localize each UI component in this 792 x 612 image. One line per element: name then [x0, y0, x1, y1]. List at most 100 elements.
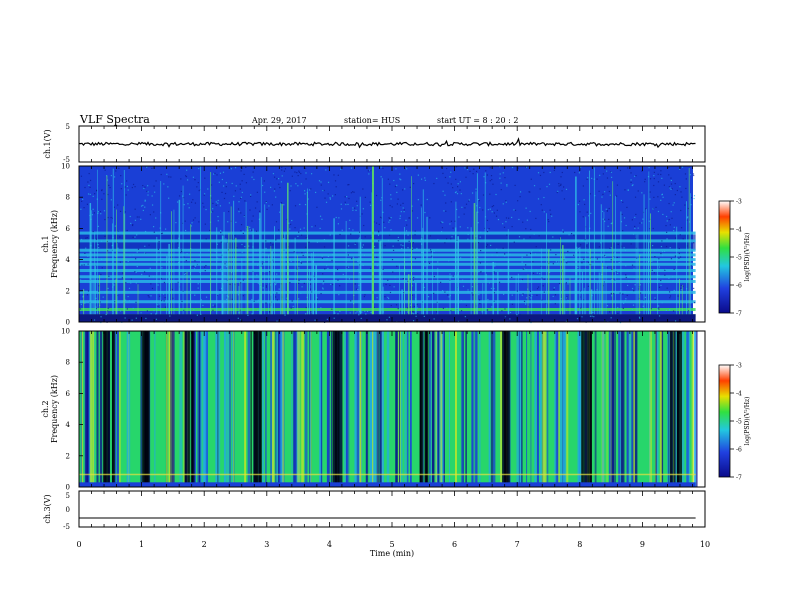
spec1-vertical-streak	[124, 213, 126, 315]
spec1-speckle	[183, 309, 185, 311]
spec1-speckle	[241, 191, 243, 194]
spec1-speckle	[621, 213, 623, 216]
spec1-speckle	[478, 293, 480, 296]
spec1-speckle	[682, 285, 684, 287]
spec1-speckle	[107, 307, 109, 310]
spec1-speckle	[164, 306, 167, 308]
spec1-speckle	[440, 281, 442, 283]
spec1-speckle	[391, 259, 394, 261]
spec1-speckle	[662, 213, 664, 216]
spec1-vertical-streak	[166, 256, 168, 315]
spec1-speckle	[108, 184, 110, 186]
spec1-speckle	[492, 205, 495, 207]
spec2-vertical-stripe	[478, 331, 481, 487]
spec1-speckle	[153, 211, 155, 213]
spec1-speckle	[666, 220, 668, 222]
spec1-speckle	[155, 217, 157, 219]
spec1-vertical-streak	[312, 259, 314, 315]
spec1-speckle	[207, 188, 209, 190]
spec1-speckle	[107, 216, 109, 219]
spec1-speckle	[456, 239, 458, 241]
spec1-speckle	[216, 294, 218, 297]
spec1-speckle	[131, 186, 133, 189]
spec1-speckle	[186, 169, 188, 171]
spec1-vertical-streak	[686, 201, 687, 315]
spec1-speckle	[235, 221, 237, 223]
spec1-speckle	[298, 231, 300, 233]
spec1-speckle	[689, 174, 692, 176]
spec1-speckle	[235, 185, 237, 187]
spec1-speckle	[114, 225, 116, 227]
spec1-speckle	[242, 230, 244, 232]
spec1-speckle	[554, 294, 557, 296]
spec1-speckle	[309, 189, 311, 191]
spec1-speckle	[451, 236, 453, 238]
spec2-vertical-stripe	[126, 331, 129, 487]
spec1-speckle	[446, 307, 448, 309]
spec1-speckle	[262, 287, 264, 289]
spec2-vertical-stripe	[662, 331, 664, 487]
spec1-speckle	[502, 247, 504, 249]
spec1-speckle	[444, 242, 446, 244]
spec1-vertical-streak	[455, 201, 457, 315]
spec1-vertical-streak	[307, 188, 309, 315]
spec2-vertical-stripe	[437, 331, 440, 487]
spec1-speckle	[668, 277, 670, 279]
spec1-speckle	[126, 264, 128, 266]
spec1-speckle	[620, 199, 622, 202]
spec1-vertical-streak	[311, 252, 313, 315]
spec1-speckle	[525, 166, 528, 168]
spec1-speckle	[529, 210, 531, 213]
spec1-speckle	[147, 295, 149, 297]
spec1-vertical-streak	[484, 172, 486, 315]
spec1-speckle	[416, 276, 418, 278]
spec1-speckle	[205, 208, 207, 211]
spec1-speckle	[472, 168, 475, 170]
spec1-speckle	[204, 266, 206, 268]
spec1-speckle	[529, 295, 531, 297]
spec1-speckle	[536, 288, 539, 290]
spec1-speckle	[264, 191, 266, 193]
spec1-speckle	[522, 293, 524, 295]
spec1-speckle	[483, 176, 485, 178]
spec1-speckle	[368, 173, 370, 175]
spec1-speckle	[382, 167, 384, 170]
spec1-vertical-streak	[274, 226, 275, 315]
spec1-speckle	[693, 174, 695, 177]
spec1-speckle	[225, 186, 227, 188]
spec1-speckle	[686, 219, 688, 221]
spec1-speckle	[240, 282, 242, 284]
spec1-vertical-streak	[283, 232, 286, 315]
ch1-colorbar-label: log(PSD)(V²/Hz)	[744, 233, 751, 282]
spec1-speckle	[385, 283, 387, 286]
spec1-vertical-streak	[485, 273, 487, 315]
spec1-speckle	[586, 178, 588, 180]
spec1-vertical-streak	[470, 227, 472, 315]
spec1-speckle	[486, 263, 488, 265]
spec1-speckle	[333, 317, 335, 319]
ch2-spec-ytick-label: 6	[66, 390, 71, 398]
spec1-speckle	[485, 182, 487, 184]
spec1-speckle	[504, 177, 506, 179]
spec1-speckle	[657, 210, 660, 213]
spec1-speckle	[389, 291, 392, 294]
spec1-speckle	[211, 211, 214, 213]
spec1-speckle	[191, 222, 193, 224]
spec2-vertical-stripe	[602, 331, 605, 487]
spec1-speckle	[539, 316, 541, 318]
spec1-speckle	[673, 226, 675, 228]
spec1-speckle	[251, 229, 253, 231]
spec1-speckle	[321, 255, 323, 257]
spec1-vertical-streak	[252, 228, 254, 315]
spec1-speckle	[603, 218, 606, 220]
spec1-speckle	[419, 241, 422, 243]
spec2-dark-band	[332, 331, 336, 487]
spec1-speckle	[217, 293, 219, 295]
spec1-speckle	[487, 209, 489, 211]
spec1-speckle	[277, 178, 280, 180]
spec1-speckle	[256, 317, 258, 319]
spec1-speckle	[120, 188, 122, 190]
spec1-speckle	[634, 284, 636, 286]
spec1-horizontal-band	[79, 269, 696, 273]
spec1-speckle	[272, 244, 274, 246]
